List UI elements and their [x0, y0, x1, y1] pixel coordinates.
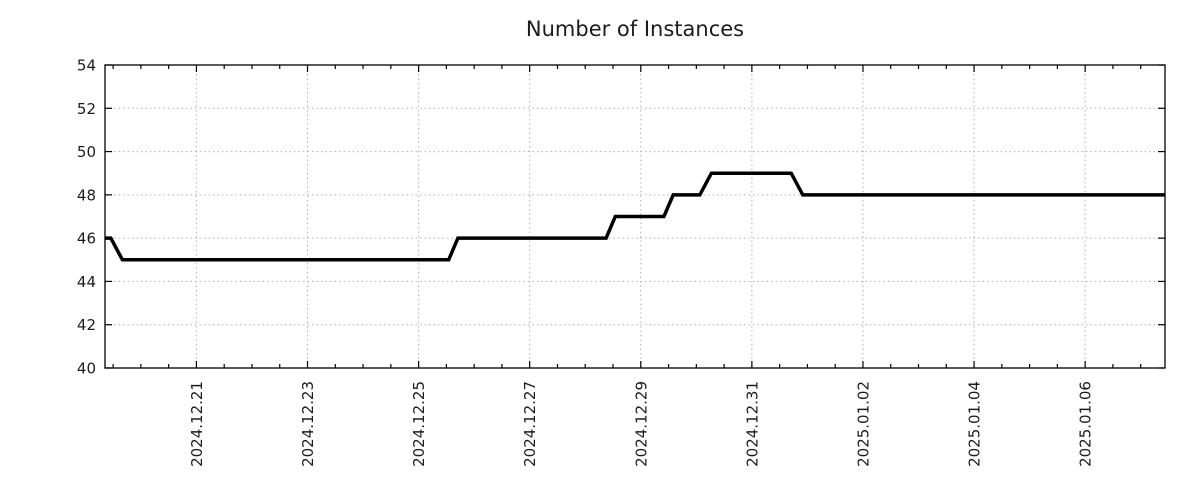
y-tick-label: 44: [77, 273, 96, 291]
x-tick-label: 2024.12.29: [632, 381, 650, 467]
plot-border: [104, 64, 1166, 369]
y-tick-label: 52: [77, 100, 96, 118]
x-tick-label: 2024.12.23: [299, 381, 317, 467]
y-tick-label: 48: [77, 186, 96, 204]
x-tick-label: 2024.12.31: [743, 381, 761, 467]
data-line: [105, 171, 1165, 262]
x-tick-label: 2024.12.21: [188, 381, 206, 467]
y-tick-label: 42: [77, 316, 96, 334]
x-tick-label: 2025.01.02: [854, 381, 872, 467]
y-tick-label: 40: [77, 360, 96, 378]
y-tick-label: 46: [77, 230, 96, 248]
x-tick-label: 2025.01.06: [1077, 381, 1095, 467]
x-tick-label: 2025.01.04: [966, 381, 984, 467]
x-tick-label: 2024.12.27: [521, 381, 539, 467]
y-tick-label: 50: [77, 143, 96, 161]
y-tick-label: 54: [77, 57, 96, 75]
x-tick-label: 2024.12.25: [410, 381, 428, 467]
chart-title: Number of Instances: [525, 17, 745, 41]
